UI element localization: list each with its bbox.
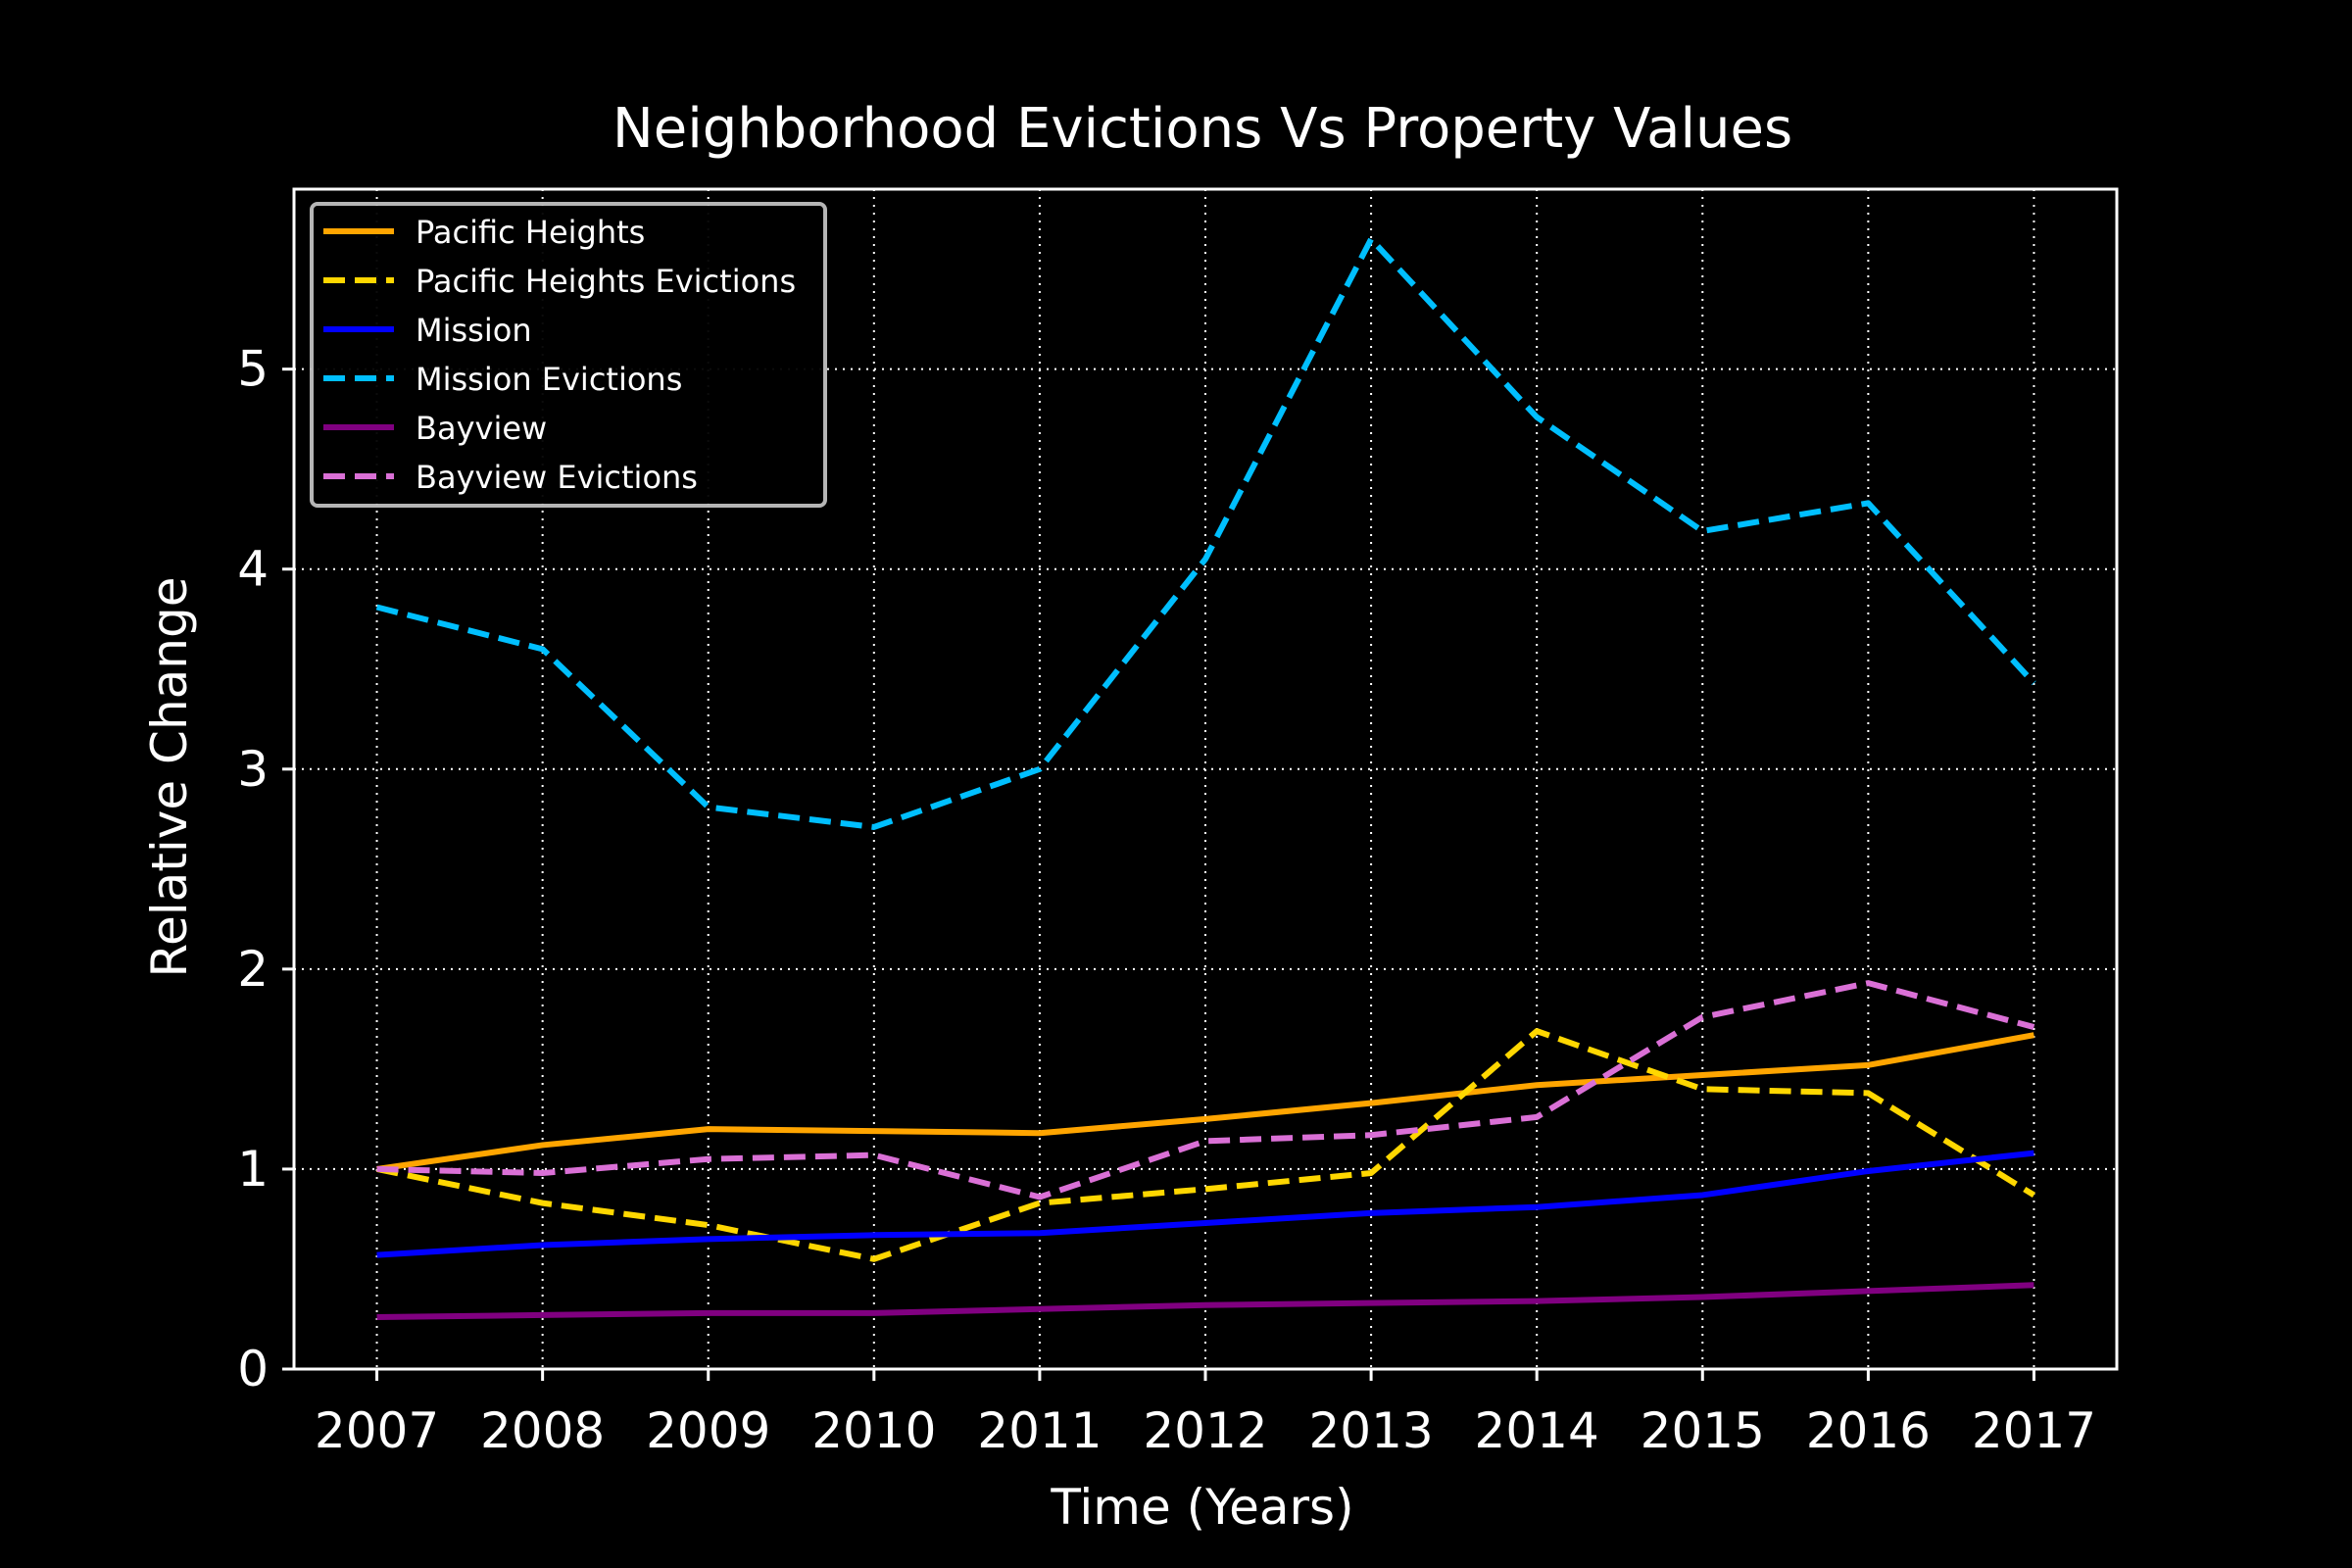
x-tick-label: 2010 xyxy=(811,1402,936,1459)
y-tick-label: 1 xyxy=(237,1141,269,1198)
legend-frame xyxy=(310,202,827,508)
x-tick-label: 2013 xyxy=(1308,1402,1433,1459)
x-tick-label: 2012 xyxy=(1143,1402,1267,1459)
x-tick-label: 2007 xyxy=(315,1402,439,1459)
y-tick-label: 0 xyxy=(237,1341,269,1397)
legend: Pacific Heights Pacific Heights Evictions… xyxy=(310,202,827,508)
x-tick-label: 2014 xyxy=(1475,1402,1599,1459)
chart-title: Neighborhood Evictions Vs Property Value… xyxy=(612,97,1792,161)
legend-label: Pacific Heights xyxy=(416,214,645,251)
y-tick-label: 4 xyxy=(237,541,269,598)
x-tick-label: 2011 xyxy=(977,1402,1102,1459)
x-tick-label: 2009 xyxy=(646,1402,770,1459)
legend-label: Mission xyxy=(416,312,532,349)
series-line-1 xyxy=(375,1028,2036,1262)
legend-label: Mission Evictions xyxy=(416,361,682,398)
x-tick-label: 2015 xyxy=(1641,1402,1765,1459)
legend-label: Pacific Heights Evictions xyxy=(416,263,796,300)
legend-label: Bayview Evictions xyxy=(416,459,698,496)
series-line-2 xyxy=(376,1150,2034,1258)
series-line-0 xyxy=(376,1032,2034,1172)
x-tick-label: 2017 xyxy=(1972,1402,2096,1459)
series-line-4 xyxy=(376,1282,2034,1320)
axes: 2007 2008 2009 2010 2011 2012 2013 2014 2015 2016… xyxy=(237,187,2119,1459)
plot-frame xyxy=(292,187,2119,1371)
x-axis-label: Time (Years) xyxy=(1050,1479,1353,1536)
series-layer xyxy=(375,236,2036,1320)
y-tick-label: 2 xyxy=(237,941,269,998)
x-tick-label: 2016 xyxy=(1806,1402,1931,1459)
series-line-3 xyxy=(375,236,2036,830)
x-tick-label: 2008 xyxy=(480,1402,605,1459)
y-axis-label: Relative Change xyxy=(141,577,198,978)
series-line-5 xyxy=(376,980,2035,1200)
legend-items: Pacific Heights Pacific Heights Evictions… xyxy=(323,214,796,496)
y-tick-label: 3 xyxy=(237,741,269,798)
y-tick-label: 5 xyxy=(237,341,269,398)
legend-label: Bayview xyxy=(416,410,547,447)
